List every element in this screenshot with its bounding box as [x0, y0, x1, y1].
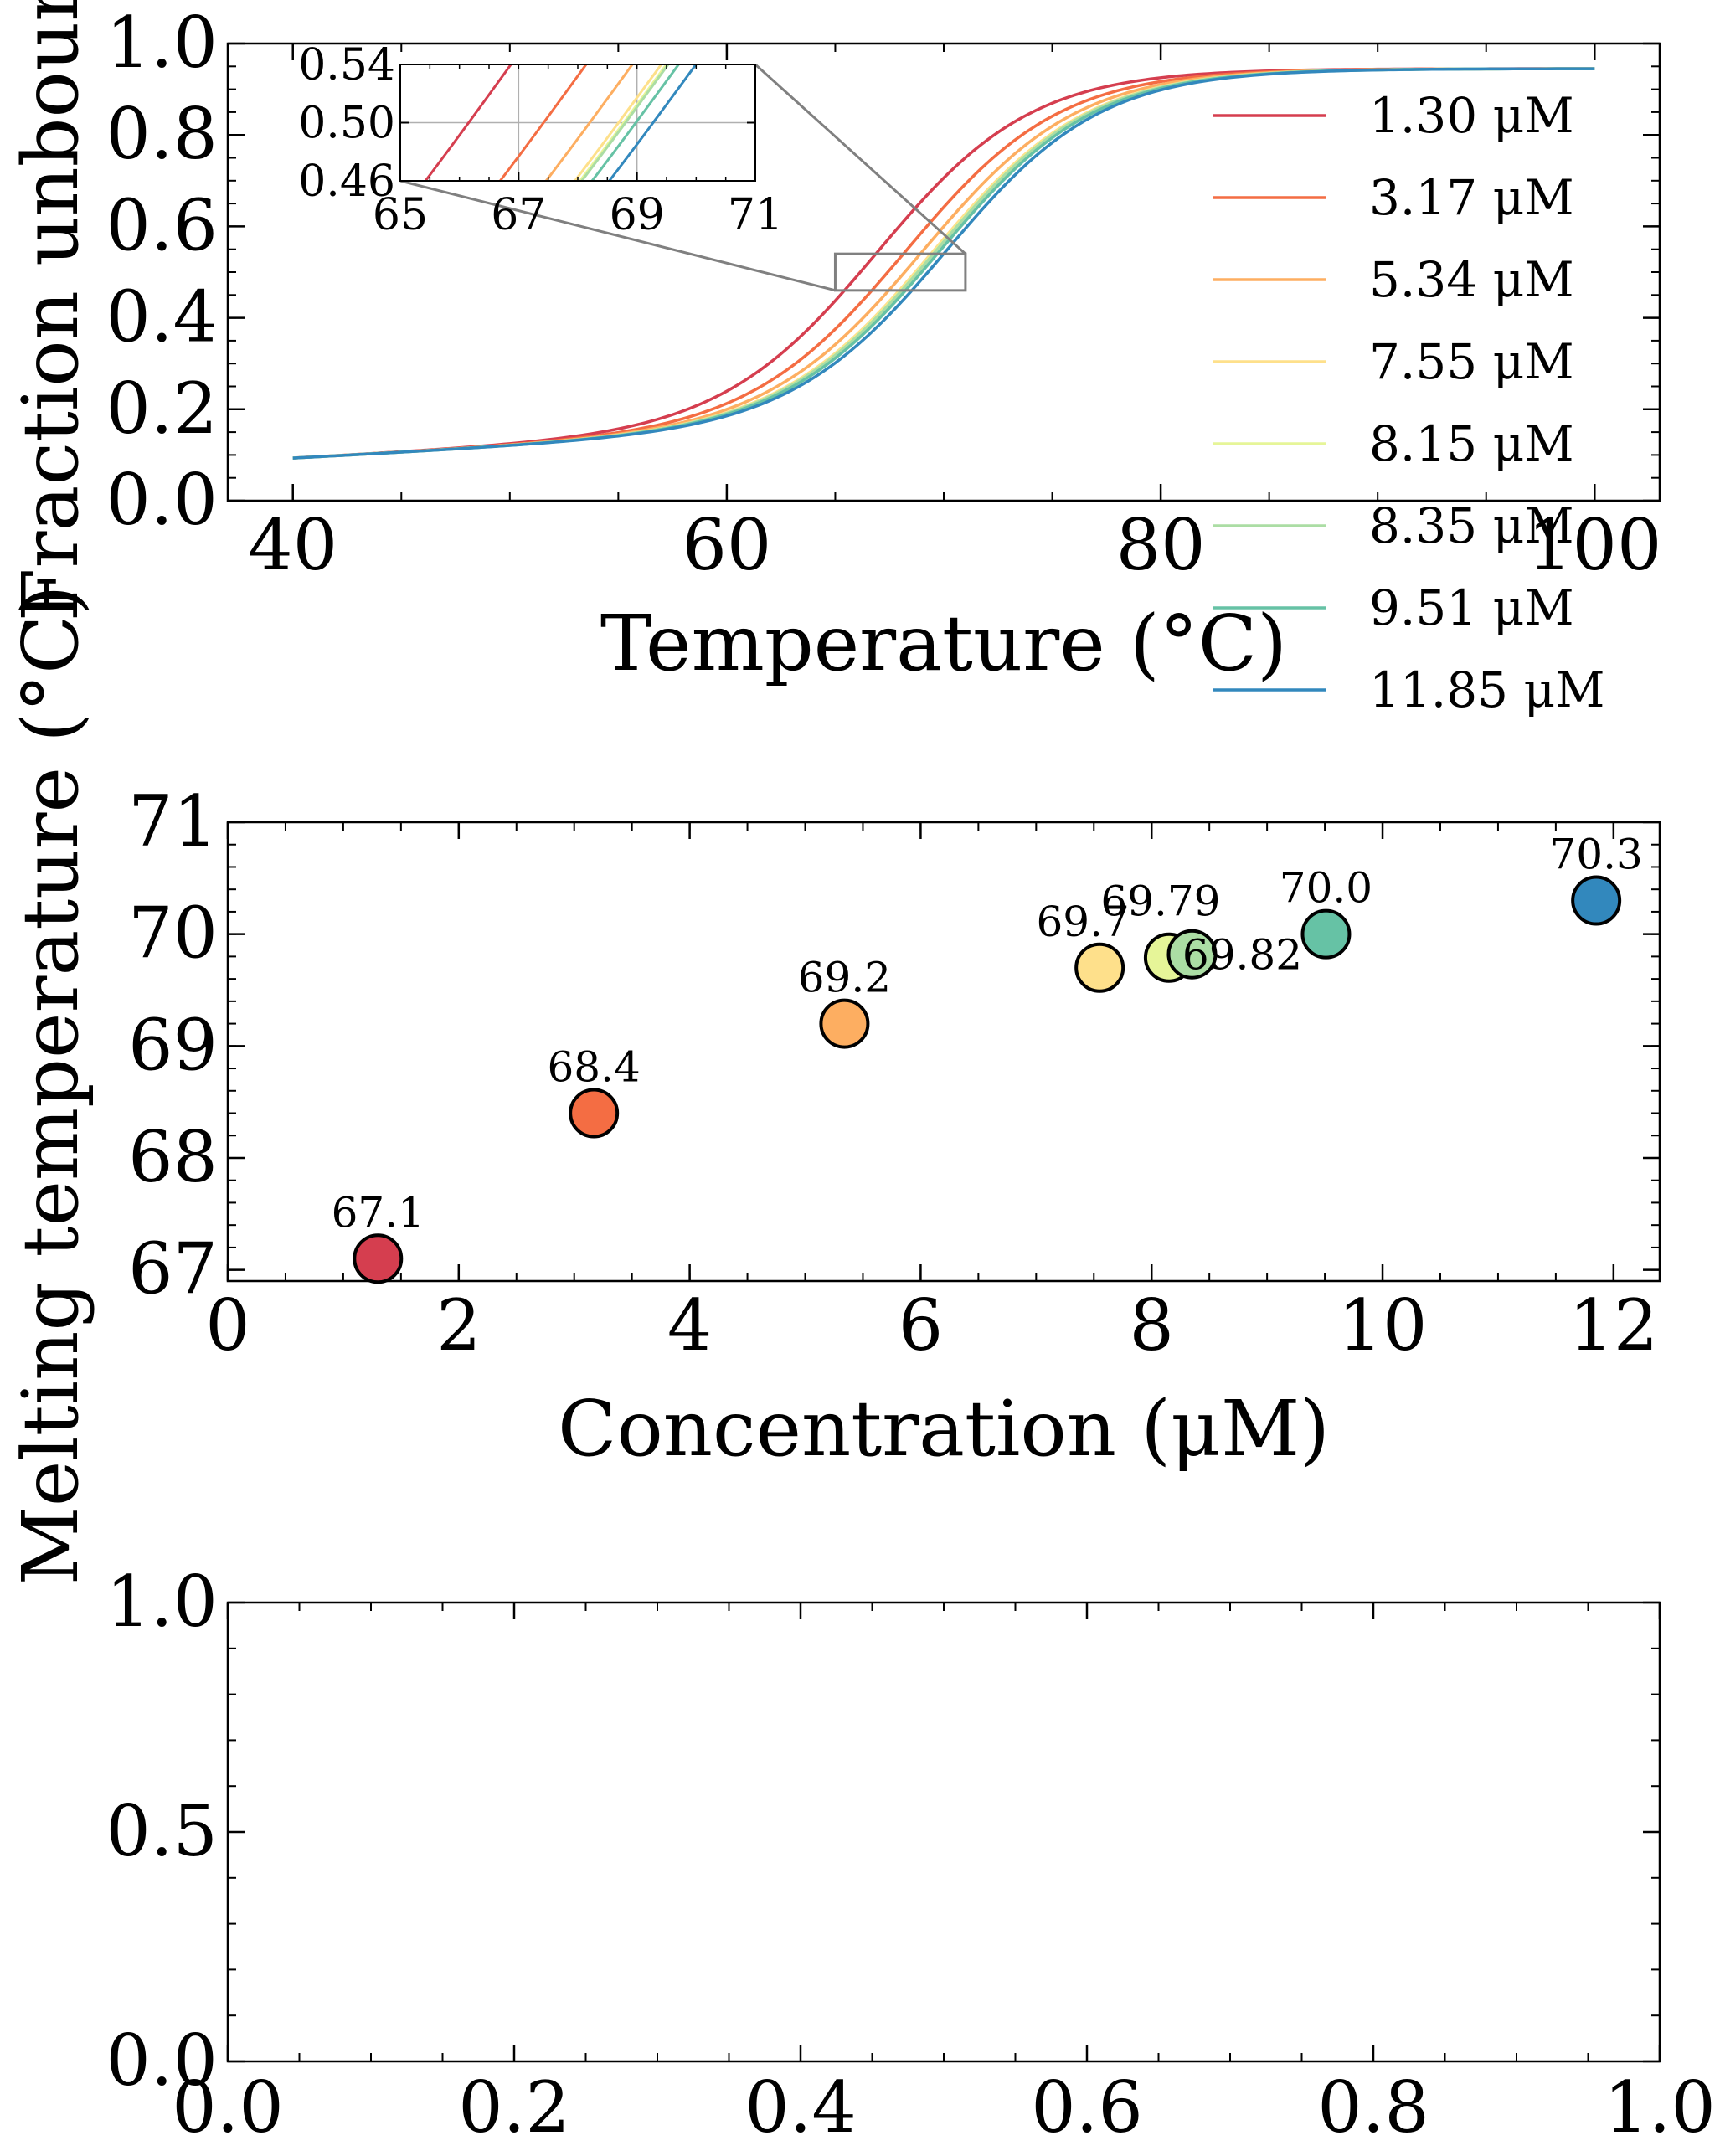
- legend-label: 7.55 μM: [1369, 333, 1574, 390]
- empty-panel-x-tick-label: 0.0: [172, 2066, 284, 2148]
- melting-temperature-y-tick-label: 71: [128, 780, 218, 862]
- inset-x-tick-label: 69: [610, 190, 665, 240]
- melting-temperature-y-tick-label: 70: [128, 893, 218, 975]
- legend-label: 8.35 μM: [1369, 497, 1574, 554]
- legend-label: 8.15 μM: [1369, 415, 1574, 472]
- melting-temperature-point: [1074, 942, 1125, 993]
- melting-temperature-data-label: 67.1: [332, 1188, 425, 1237]
- melting-temperature-data-label: 69.79: [1100, 877, 1220, 926]
- melting-temperature-point: [1166, 929, 1218, 980]
- empty-panel-y-tick-label: 1.0: [106, 1561, 218, 1643]
- melting-temperature-plot-frame: [226, 821, 1661, 1283]
- zoom-connector-line: [399, 179, 836, 292]
- melting-temperature-data-label: 69.7: [1037, 898, 1130, 946]
- legend-label: 9.51 μM: [1369, 579, 1574, 636]
- inset-curve-line: [498, 64, 588, 181]
- inset-y-tick-label: 0.46: [298, 157, 395, 207]
- melting-temperature-x-tick-label: 12: [1568, 1284, 1658, 1366]
- melting-temperature-x-tick-label: 4: [667, 1284, 712, 1366]
- melting-temperature-x-tick-label: 8: [1129, 1284, 1173, 1366]
- inset-y-tick-label: 0.54: [298, 40, 395, 90]
- melting-temperature-point: [569, 1088, 620, 1139]
- melting-temperature-data-label: 69.82: [1182, 931, 1302, 980]
- inset-x-tick-label: 65: [373, 190, 428, 240]
- zoom-region-box: [833, 252, 967, 292]
- melting-curves-x-axis-label: Temperature (°C): [600, 599, 1287, 688]
- inset-x-tick-label: 71: [728, 190, 783, 240]
- empty-panel-x-tick-label: 1.0: [1604, 2066, 1716, 2148]
- melting-curves-y-tick-label: 1.0: [106, 2, 218, 84]
- melting-temperature-y-axis-label: Melting temperature (°C): [6, 585, 95, 1586]
- melting-curves-legend: 1.30 μM 3.17 μM 5.34 μM 7.55 μM 8.15 μM 8.35 …: [1213, 87, 1605, 718]
- inset-zoom-panel: 65 67 69 71 0.46 0.50 0.54: [298, 40, 783, 240]
- melting-curves-y-tick-label: 0.4: [106, 276, 218, 358]
- inset-x-tick-label: 67: [491, 190, 546, 240]
- melting-temperature-point: [353, 1233, 404, 1284]
- melting-temperature-point: [1300, 908, 1352, 960]
- legend-label: 3.17 μM: [1369, 169, 1574, 226]
- melting-temperature-x-axis-label: Concentration (μM): [558, 1384, 1330, 1474]
- empty-panel-y-tick-label: 0.5: [106, 1790, 218, 1872]
- melting-temperature-y-tick-label: 68: [128, 1116, 218, 1198]
- melting-curves-y-tick-label: 0.6: [106, 184, 218, 266]
- melting-curves-y-tick-label: 0.0: [106, 459, 218, 541]
- melting-curves-x-tick-label: 80: [1116, 504, 1206, 586]
- empty-panel-x-tick-label: 0.4: [744, 2066, 857, 2148]
- melting-temperature-data-label: 69.2: [798, 954, 891, 1002]
- melting-temperature-x-tick-label: 10: [1338, 1284, 1428, 1366]
- melting-curves-x-tick-label: 100: [1527, 504, 1661, 586]
- inset-curve-line: [544, 64, 635, 181]
- legend-label: 5.34 μM: [1369, 251, 1574, 308]
- empty-panel-y-tick-label: 0.0: [106, 2020, 218, 2102]
- melting-curves-x-tick-label: 40: [248, 504, 337, 586]
- melting-temperature-data-label: 70.0: [1280, 864, 1372, 913]
- empty-panel-x-tick-label: 0.6: [1031, 2066, 1143, 2148]
- inset-y-tick-label: 0.50: [298, 99, 395, 149]
- zoom-connector-line: [754, 63, 966, 255]
- empty-panel-x-tick-label: 0.2: [458, 2066, 570, 2148]
- empty-panel-x-tick-label: 0.8: [1317, 2066, 1429, 2148]
- melting-curves-y-axis-label: Fraction unbound: [6, 0, 95, 621]
- melting-curves-panel: 40 60 80 100 0.0 0.2 0.4 0.6 0.8 1.0 Temperature …: [6, 0, 1661, 718]
- melting-temperature-x-tick-label: 0: [205, 1284, 250, 1366]
- melting-curves-y-tick-label: 0.8: [106, 93, 218, 175]
- melting-temperature-y-tick-label: 69: [128, 1004, 218, 1086]
- melting-temperature-x-tick-label: 2: [436, 1284, 481, 1366]
- melting-curves-y-tick-label: 0.2: [106, 368, 218, 450]
- melting-temperature-data-label: 68.4: [547, 1043, 640, 1092]
- melting-curves-x-tick-label: 60: [682, 504, 771, 586]
- empty-panel: 0.0 0.2 0.4 0.6 0.8 1.0 0.0 0.5 1.0: [106, 1561, 1715, 2148]
- legend-label: 1.30 μM: [1369, 87, 1574, 144]
- inset-zoom-indicator: [399, 63, 967, 292]
- melting-temperature-points: 67.1 68.4 69.2 69.769.79 69.82 70.0 70.3: [332, 831, 1643, 1284]
- melting-temperature-x-tick-label: 6: [899, 1284, 943, 1366]
- legend-label: 11.85 μM: [1369, 661, 1605, 718]
- melting-temperature-point: [1571, 875, 1622, 926]
- empty-panel-ticks: 0.0 0.2 0.4 0.6 0.8 1.0 0.0 0.5 1.0: [106, 1561, 1715, 2148]
- melting-temperature-data-label: 70.3: [1549, 831, 1642, 879]
- melting-temperature-point: [819, 998, 870, 1049]
- melting-curves: [292, 67, 1595, 460]
- melting-curves-ticks: 40 60 80 100 0.0 0.2 0.4 0.6 0.8 1.0: [106, 2, 1661, 586]
- melting-temperature-y-tick-label: 67: [128, 1228, 218, 1310]
